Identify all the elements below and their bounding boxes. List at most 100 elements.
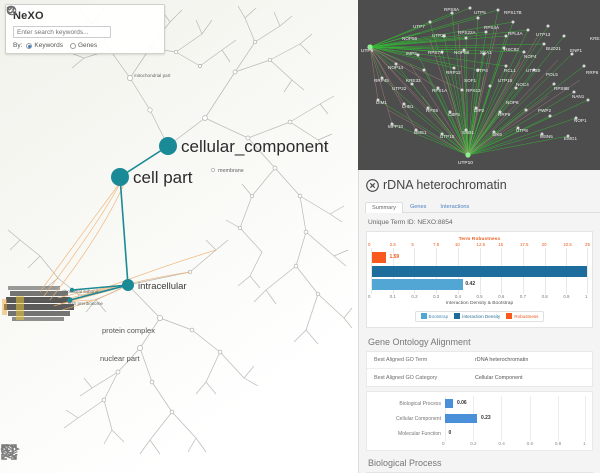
gene-label: RCL1 <box>504 68 516 73</box>
node-label-ribosomal-subunit: ribosomal subunit <box>62 289 99 294</box>
pink-edges <box>369 23 581 156</box>
search-row: ? <box>6 5 157 38</box>
tree-node-membrane[interactable] <box>211 168 215 172</box>
tick-label: 0.4 <box>454 294 461 299</box>
legend-item-bootstrap[interactable]: Bootstrap <box>420 313 448 319</box>
node-label-nuclear-part: nuclear part <box>100 354 141 363</box>
ontology-graph[interactable]: cellular_component cell part intracellul… <box>0 0 358 473</box>
search-panel[interactable]: NeXO ? <box>5 4 165 54</box>
table-row: Best Aligned GO Term rDNA heterochromati… <box>367 352 592 369</box>
search-by-row: By: Keywords Genes <box>13 42 157 49</box>
tick-label: 0 <box>442 441 445 446</box>
tick-label: 5 <box>411 242 414 247</box>
gene-label: RPS13 <box>466 88 481 93</box>
tick-label: 12.5 <box>476 242 486 247</box>
gene-label: UTP5 <box>474 10 486 15</box>
node-label-membrane: membrane <box>218 168 244 174</box>
node-label-mitochondrial-part: mitochondrial part <box>134 73 171 78</box>
ontology-tree-canvas[interactable]: cellular_component cell part intracellul… <box>0 0 358 473</box>
node-label-preribosome: preribosome <box>30 297 56 302</box>
gobar-value: 0.06 <box>456 400 467 406</box>
gene-label: UTP15 <box>440 134 455 139</box>
tree-nodes[interactable] <box>77 39 321 415</box>
robustness-chart: Term Robustness 0 2.5 5 7.5 10 12.5 15 1… <box>366 231 593 328</box>
gene-label: UTP13 <box>536 32 551 37</box>
gene-label: RPS8A <box>444 7 460 12</box>
tick-label: 0 <box>368 294 371 299</box>
tick-label: 0.4 <box>498 441 505 446</box>
gene-label: NOP56 <box>402 36 418 41</box>
tab-summary[interactable]: Summary <box>365 201 403 213</box>
green-edges <box>369 7 589 156</box>
search-icon[interactable] <box>6 5 124 38</box>
gene-label: NOP6 <box>506 100 519 105</box>
legend-swatch-robustness <box>506 313 513 319</box>
gene-label: UTP8 <box>516 128 528 133</box>
gobar-value: 0.23 <box>480 415 491 421</box>
term-details-panel: rDNA heterochromatin Summary Genes Inter… <box>358 170 600 473</box>
legend-item-robustness[interactable]: Robustness <box>506 313 538 319</box>
gene-label: RPS17B <box>504 10 522 15</box>
radio-genes[interactable] <box>69 42 76 49</box>
chart-legend-wrap: Bootstrap Interaction Density Robustness <box>371 306 588 324</box>
tick-label: 17.5 <box>519 242 529 247</box>
tick-label: 0.8 <box>554 441 562 446</box>
tab-genes[interactable]: Genes <box>409 204 427 210</box>
legend-item-interaction-density[interactable]: Interaction Density <box>454 313 500 319</box>
gene-label: EMG1 <box>564 136 577 141</box>
gene-label: RPS9B <box>554 86 569 91</box>
hub-node-utp10[interactable] <box>465 152 471 158</box>
gobar-label: Molecular Function <box>397 430 441 437</box>
gene-label-utp9: UTP9 <box>361 48 374 54</box>
radio-keywords[interactable] <box>26 42 33 49</box>
highlighted-path <box>69 145 169 301</box>
help-icon[interactable]: ? <box>6 5 149 38</box>
gene-label: RPS7A <box>428 50 444 55</box>
search-input[interactable] <box>13 26 111 38</box>
gene-nodes[interactable] <box>376 6 590 138</box>
zoom-out-button[interactable] <box>1 444 55 468</box>
gene-network-graph[interactable]: UTP9 UTP7 RPS8A UTP5 RPS17B NOP56 UTP21 … <box>358 0 600 170</box>
node-label-cellular-component: cellular_component <box>181 137 329 156</box>
tick-label: 0.9 <box>563 294 570 299</box>
node-label-protein-complex: protein complex <box>102 326 155 335</box>
fit-to-screen-button[interactable] <box>1 444 84 468</box>
search-by-label: By: <box>13 42 23 49</box>
tick-label: 0 <box>368 242 371 247</box>
gene-label: NOP4 <box>524 54 537 59</box>
go-term-value: rDNA heterochromatin <box>475 357 529 363</box>
highlighted-nodes[interactable] <box>67 137 177 303</box>
gene-label: UTP22 <box>392 86 407 91</box>
gobar-area: 0.06 <box>445 396 586 411</box>
legend-label: Interaction Density <box>462 313 501 319</box>
radio-genes-label: Genes <box>77 42 98 49</box>
refresh-icon[interactable] <box>7 6 137 38</box>
tick-label: 0.2 <box>470 441 477 446</box>
radio-keywords-label: Keywords <box>34 42 63 49</box>
gene-label: POL5 <box>546 72 558 77</box>
app-title: NeXO <box>13 10 44 22</box>
node-label-cell-part: cell part <box>133 168 193 187</box>
hub-node-utp9[interactable] <box>367 44 373 50</box>
gene-label: UTP18 <box>498 78 513 83</box>
gene-label: RRP12 <box>446 70 461 75</box>
gene-label: RPS1A <box>432 88 448 93</box>
tab-interactions[interactable]: Interactions <box>440 204 470 210</box>
gene-label: KRE31 <box>590 36 600 41</box>
chart-top-ticks: 0 2.5 5 7.5 10 12.5 15 17.5 20 22.5 25 <box>368 242 590 248</box>
gene-label: UTP20 <box>526 68 541 73</box>
layers-button[interactable] <box>0 444 174 468</box>
gene-label: RRP9 <box>498 112 511 117</box>
gene-label: RPS22A <box>458 30 477 35</box>
dense-gene-cluster[interactable] <box>2 286 74 321</box>
go-alignment-table: Best Aligned GO Term rDNA heterochromati… <box>366 351 593 387</box>
gene-label: RPS5 <box>426 108 438 113</box>
chevron-down-icon[interactable] <box>6 6 157 38</box>
close-circle-icon[interactable] <box>366 178 379 192</box>
gene-label: UTP7 <box>413 24 425 29</box>
gene-label: NOP1 <box>574 118 587 123</box>
collapse-tree-button[interactable] <box>2 446 113 468</box>
go-term-key: Best Aligned GO Term <box>374 357 428 363</box>
gene-interaction-network[interactable]: UTP9 UTP7 RPS8A UTP5 RPS17B NOP56 UTP21 … <box>358 0 600 170</box>
gene-label: UTP4 <box>476 68 488 73</box>
